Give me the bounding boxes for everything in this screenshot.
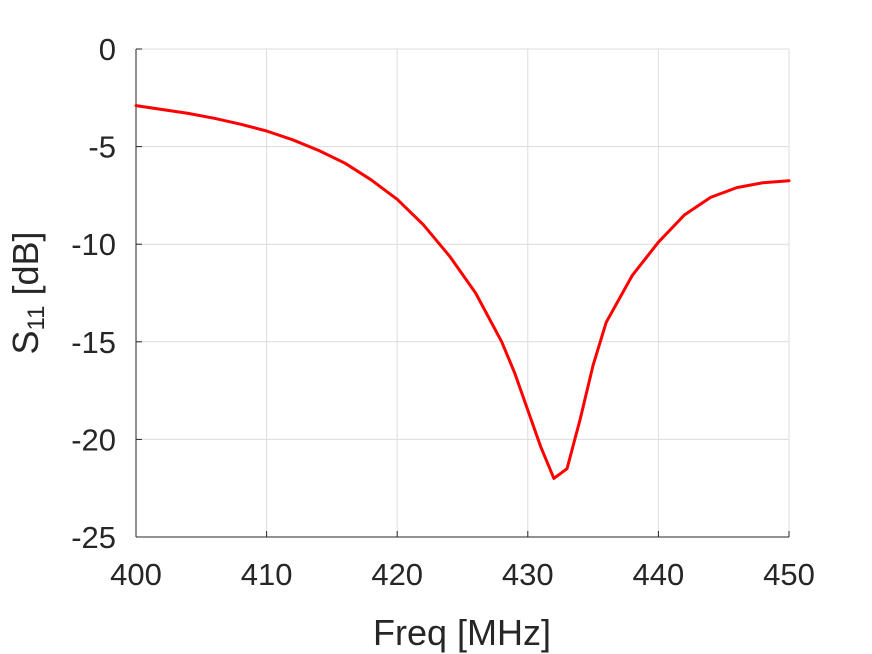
series-group — [134, 104, 791, 480]
y-tick-label: -5 — [88, 130, 116, 165]
y-axis-label-unit: [dB] — [5, 232, 46, 306]
y-tick-label: 0 — [99, 32, 116, 67]
x-tick-label: 440 — [633, 557, 685, 592]
x-tick-label: 420 — [371, 557, 423, 592]
axes — [135, 48, 790, 538]
y-axis-label: S11 [dB] — [5, 232, 50, 355]
y-tick-labels: 0 -5 -10 -15 -20 -25 — [71, 32, 116, 555]
x-tick-label: 450 — [763, 557, 815, 592]
y-axis-label-subscript: 11 — [23, 306, 50, 331]
y-tick-label: -15 — [71, 325, 116, 360]
y-tick-label: -10 — [71, 227, 116, 262]
x-tick-label: 430 — [502, 557, 554, 592]
x-axis-label: Freq [MHz] — [373, 612, 551, 653]
y-tick-label: -20 — [71, 422, 116, 457]
x-tick-labels: 400 410 420 430 440 450 — [110, 557, 815, 592]
x-tick-label: 410 — [241, 557, 293, 592]
x-tick-label: 400 — [110, 557, 162, 592]
y-axis-label-main: S — [5, 330, 46, 354]
y-tick-label: -25 — [71, 520, 116, 555]
series-line-s11 — [134, 104, 791, 480]
